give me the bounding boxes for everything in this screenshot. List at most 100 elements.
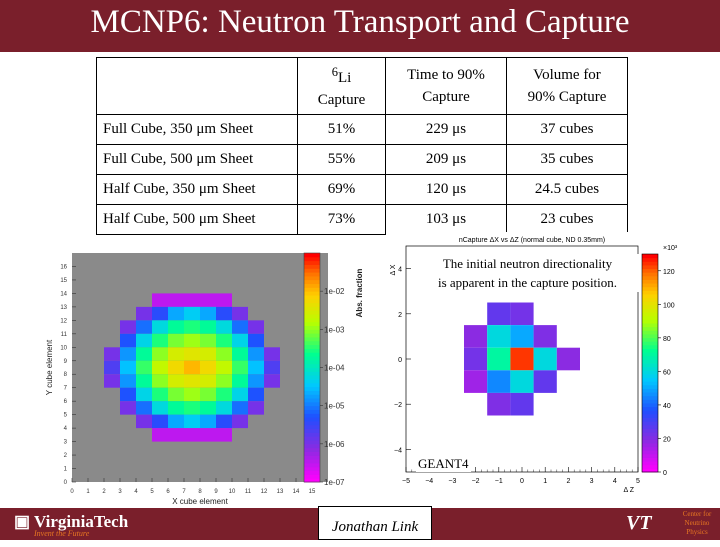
heatmap-cell — [152, 320, 168, 334]
heatmap-cell — [184, 414, 200, 429]
x-tick-label: 2 — [102, 489, 106, 495]
cell-volume: 24.5 cubes — [506, 174, 628, 205]
cell-time: 229 μs — [385, 114, 507, 145]
colorbar-segment — [304, 352, 320, 357]
y-tick-label: 8 — [64, 372, 68, 378]
cell-time: 120 μs — [385, 174, 507, 205]
colorbar-segment — [642, 399, 658, 404]
heatmap-cell — [200, 374, 216, 388]
header-volume-line2: 90% Capture — [527, 89, 607, 105]
displacement-cell — [510, 325, 534, 348]
colorbar-segment — [304, 363, 320, 368]
colorbar-segment — [642, 428, 658, 433]
heatmap-cell — [184, 428, 200, 442]
heatmap-cell — [168, 347, 184, 361]
cell-volume: 35 cubes — [506, 144, 628, 175]
vt-hokie-icon: ▣ — [14, 512, 35, 531]
slide-title: MCNP6: Neutron Transport and Capture — [90, 4, 630, 40]
cell-li-capture: 55% — [297, 144, 386, 175]
displacement-cell — [510, 370, 534, 393]
center-neutrino-physics-label: Center for Neutrino Physics — [676, 510, 718, 537]
x-tick-label: 2 — [566, 478, 570, 485]
heatmap-cell — [232, 347, 248, 361]
displacement-cell — [556, 347, 580, 371]
heatmap-cell — [152, 293, 168, 307]
header-volume-line1: Volume for — [533, 67, 601, 83]
heatmap-cell — [168, 401, 184, 415]
colorbar-segment — [304, 436, 320, 441]
heatmap-cell — [200, 428, 216, 442]
colorbar-segment — [642, 301, 658, 306]
header-volume-90: Volume for 90% Capture — [506, 57, 628, 115]
heatmap-cell — [152, 401, 168, 415]
heatmap-cell — [232, 414, 248, 429]
heatmap-cell — [248, 401, 264, 415]
colorbar-segment — [304, 466, 320, 472]
x-tick-label: 5 — [150, 489, 154, 495]
colorbar-segment — [642, 348, 658, 353]
displacement-cell — [510, 392, 534, 416]
y-tick-label: 3 — [64, 440, 68, 446]
colorbar-segment — [642, 450, 658, 455]
colorbar-segment — [304, 382, 320, 388]
colorbar-segment — [304, 462, 320, 468]
heatmap-cell — [136, 374, 152, 388]
colorbar-segment — [642, 257, 658, 262]
heatmap-cell — [184, 374, 200, 388]
heatmap-cell — [216, 428, 232, 442]
heatmap-cell — [200, 293, 216, 307]
heatmap-cell — [232, 360, 248, 375]
header-time-line2: Capture — [422, 89, 470, 105]
heatmap-cell — [232, 374, 248, 388]
heatmap-cell — [232, 306, 248, 321]
table-corner-cell — [96, 57, 298, 115]
heatmap-cell — [168, 374, 184, 388]
virginia-tech-logo: ▣ VirginiaTech — [14, 512, 128, 532]
x-tick-label: 8 — [198, 489, 202, 495]
heatmap-cell — [136, 320, 152, 334]
displacement-cell — [487, 325, 511, 348]
table-row: Full Cube, 500 μm Sheet 55% 209 μs 35 cu… — [96, 144, 628, 175]
callout-line2: is apparent in the capture position. — [437, 275, 618, 290]
table-row: Half Cube, 350 μm Sheet 69% 120 μs 24.5 … — [96, 174, 628, 205]
displacement-cell — [487, 370, 511, 393]
heatmap-cell — [200, 306, 216, 321]
x-tick-label: 15 — [309, 489, 316, 495]
colorbar-segment — [304, 256, 320, 262]
geant4-label: GEANT4 — [416, 456, 471, 472]
heatmap-cell — [104, 347, 120, 361]
x-axis-label: X cube element — [172, 497, 228, 506]
colorbar-segment — [304, 333, 320, 338]
colorbar-segment — [304, 386, 320, 391]
colorbar-segment — [642, 442, 658, 448]
colorbar-segment — [642, 370, 658, 375]
heatmap-cell — [200, 414, 216, 429]
y-tick-label: −2 — [394, 402, 402, 409]
heatmap-cell — [152, 333, 168, 348]
y-tick-label: 4 — [398, 267, 402, 274]
vt-mark-logo: VT — [626, 512, 652, 534]
colorbar-segment — [642, 330, 658, 335]
heatmap-cell — [216, 333, 232, 348]
colorbar-segment — [304, 325, 320, 330]
cell-time: 209 μs — [385, 144, 507, 175]
heatmap-cell — [184, 306, 200, 321]
results-table: 6Li Capture Time to 90% Capture Volume for… — [96, 57, 628, 235]
colorbar-segment — [642, 341, 658, 346]
x-tick-label: 10 — [229, 489, 236, 495]
y-tick-label: 0 — [64, 480, 68, 486]
displacement-cell — [487, 347, 511, 371]
colorbar-segment — [304, 253, 320, 258]
y-tick-label: 15 — [60, 278, 67, 284]
displacement-cell — [510, 347, 534, 371]
colorbar-segment — [642, 254, 658, 259]
colorbar-segment — [304, 440, 320, 445]
colorbar-tick-label: 0 — [663, 470, 667, 477]
colorbar-segment — [642, 381, 658, 386]
heatmap-cell — [152, 360, 168, 375]
heatmap-cell — [216, 414, 232, 429]
cell-li-capture: 73% — [297, 204, 386, 235]
heatmap-cell — [152, 428, 168, 442]
heatmap-cell — [200, 333, 216, 348]
colorbar-segment — [304, 348, 320, 353]
